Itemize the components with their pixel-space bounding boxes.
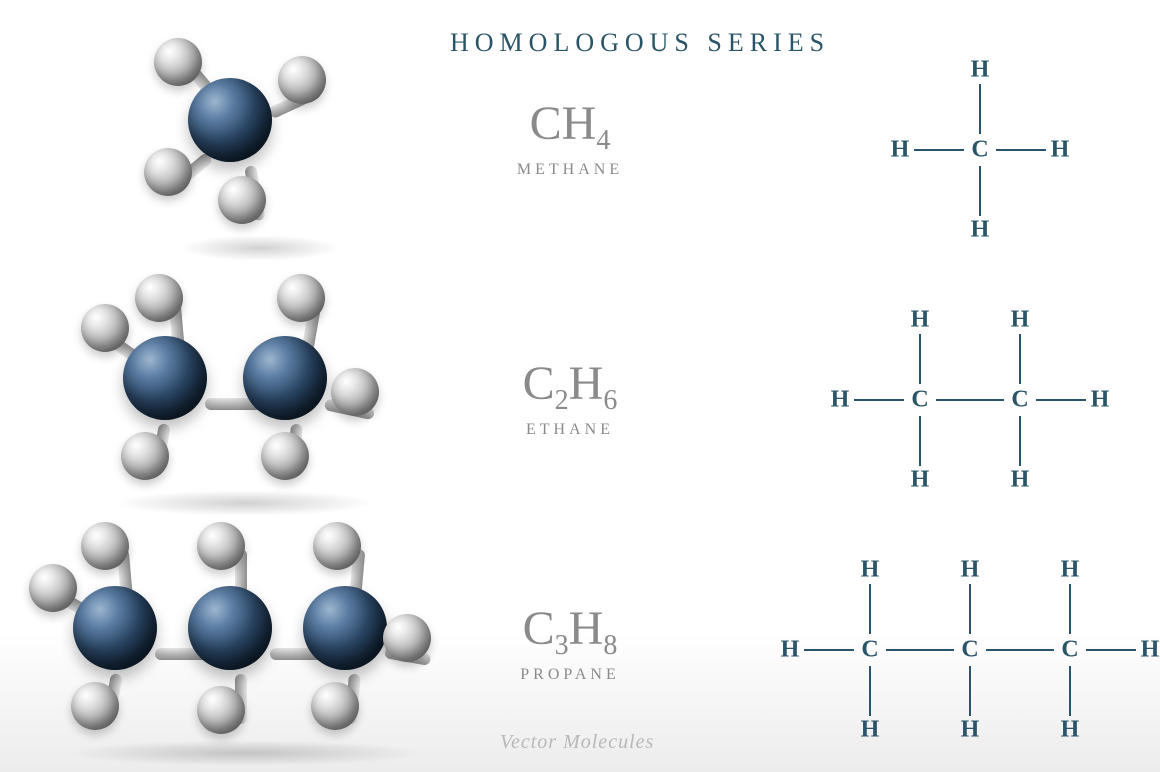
structure-atom-c: C: [861, 637, 878, 664]
structure-diagram-propane: C C C H H H H H H H H: [760, 550, 1160, 750]
hydrogen-atom-3d: [197, 522, 245, 570]
hydrogen-atom-3d: [121, 432, 169, 480]
structure-diagram-methane: C H H H H: [860, 50, 1100, 250]
carbon-atom-3d: [188, 78, 272, 162]
structure-atom-h: H: [1091, 387, 1110, 414]
chemical-formula: CH4: [450, 100, 690, 155]
structure-bond: [869, 584, 871, 634]
page-title: HOMOLOGOUS SERIES: [450, 28, 830, 58]
formula-methane: CH4 METHANE: [450, 100, 690, 179]
hydrogen-atom-3d: [311, 682, 359, 730]
carbon-atom-3d: [123, 336, 207, 420]
structure-bond: [1036, 399, 1086, 401]
carbon-atom-3d: [188, 586, 272, 670]
structure-atom-h: H: [1141, 637, 1160, 664]
structure-atom-h: H: [1011, 307, 1030, 334]
structure-bond: [1069, 666, 1071, 716]
molecule-name: METHANE: [450, 161, 690, 179]
structure-atom-h: H: [961, 717, 980, 744]
hydrogen-atom-3d: [383, 614, 431, 662]
structure-atom-h: H: [1011, 467, 1030, 494]
structure-bond: [996, 149, 1046, 151]
molecule-name: ETHANE: [450, 421, 690, 439]
structure-atom-h: H: [1051, 137, 1070, 164]
hydrogen-atom-3d: [154, 38, 202, 86]
hydrogen-atom-3d: [218, 176, 266, 224]
structure-bond: [919, 416, 921, 466]
molecule-shadow: [180, 235, 340, 261]
hydrogen-atom-3d: [81, 522, 129, 570]
structure-atom-h: H: [861, 717, 880, 744]
carbon-atom-3d: [73, 586, 157, 670]
hydrogen-atom-3d: [197, 686, 245, 734]
hydrogen-atom-3d: [144, 148, 192, 196]
structure-bond: [979, 84, 981, 134]
hydrogen-atom-3d: [71, 682, 119, 730]
structure-bond: [986, 649, 1054, 651]
structure-atom-h: H: [971, 217, 990, 244]
chemical-formula: C3H8: [450, 605, 690, 660]
structure-bond: [1019, 416, 1021, 466]
structure-bond: [1019, 334, 1021, 384]
hydrogen-atom-3d: [313, 522, 361, 570]
structure-bond: [914, 149, 964, 151]
structure-atom-h: H: [861, 557, 880, 584]
structure-bond: [919, 334, 921, 384]
hydrogen-atom-3d: [277, 274, 325, 322]
structure-bond: [869, 666, 871, 716]
structure-atom-h: H: [831, 387, 850, 414]
molecule-name: PROPANE: [450, 666, 690, 684]
molecule-3d-methane: [130, 40, 390, 260]
carbon-atom-3d: [303, 586, 387, 670]
structure-atom-h: H: [961, 557, 980, 584]
structure-bond: [1069, 584, 1071, 634]
molecule-3d-propane: [35, 538, 455, 758]
structure-bond: [969, 666, 971, 716]
structure-atom-c: C: [1061, 637, 1078, 664]
formula-ethane: C2H6 ETHANE: [450, 360, 690, 439]
formula-propane: C3H8 PROPANE: [450, 605, 690, 684]
structure-bond: [886, 649, 954, 651]
structure-atom-h: H: [1061, 557, 1080, 584]
structure-atom-c: C: [1011, 387, 1028, 414]
footer-text: Vector Molecules: [500, 731, 654, 754]
hydrogen-atom-3d: [331, 368, 379, 416]
molecule-shadow: [65, 740, 425, 766]
hydrogen-atom-3d: [278, 56, 326, 104]
structure-bond: [1086, 649, 1136, 651]
hydrogen-atom-3d: [29, 564, 77, 612]
structure-bond: [804, 649, 854, 651]
carbon-atom-3d: [243, 336, 327, 420]
structure-diagram-ethane: C C H H H H H H: [810, 300, 1110, 500]
structure-atom-h: H: [1061, 717, 1080, 744]
structure-atom-h: H: [911, 467, 930, 494]
molecule-shadow: [115, 490, 375, 516]
hydrogen-atom-3d: [261, 432, 309, 480]
structure-atom-h: H: [891, 137, 910, 164]
structure-atom-h: H: [971, 57, 990, 84]
chemical-formula: C2H6: [450, 360, 690, 415]
structure-atom-c: C: [961, 637, 978, 664]
structure-bond: [854, 399, 904, 401]
structure-bond: [969, 584, 971, 634]
molecule-3d-ethane: [75, 288, 415, 508]
hydrogen-atom-3d: [81, 304, 129, 352]
structure-atom-h: H: [781, 637, 800, 664]
structure-bond: [936, 399, 1004, 401]
structure-atom-c: C: [971, 137, 988, 164]
structure-bond: [979, 166, 981, 216]
structure-atom-c: C: [911, 387, 928, 414]
hydrogen-atom-3d: [135, 274, 183, 322]
structure-atom-h: H: [911, 307, 930, 334]
